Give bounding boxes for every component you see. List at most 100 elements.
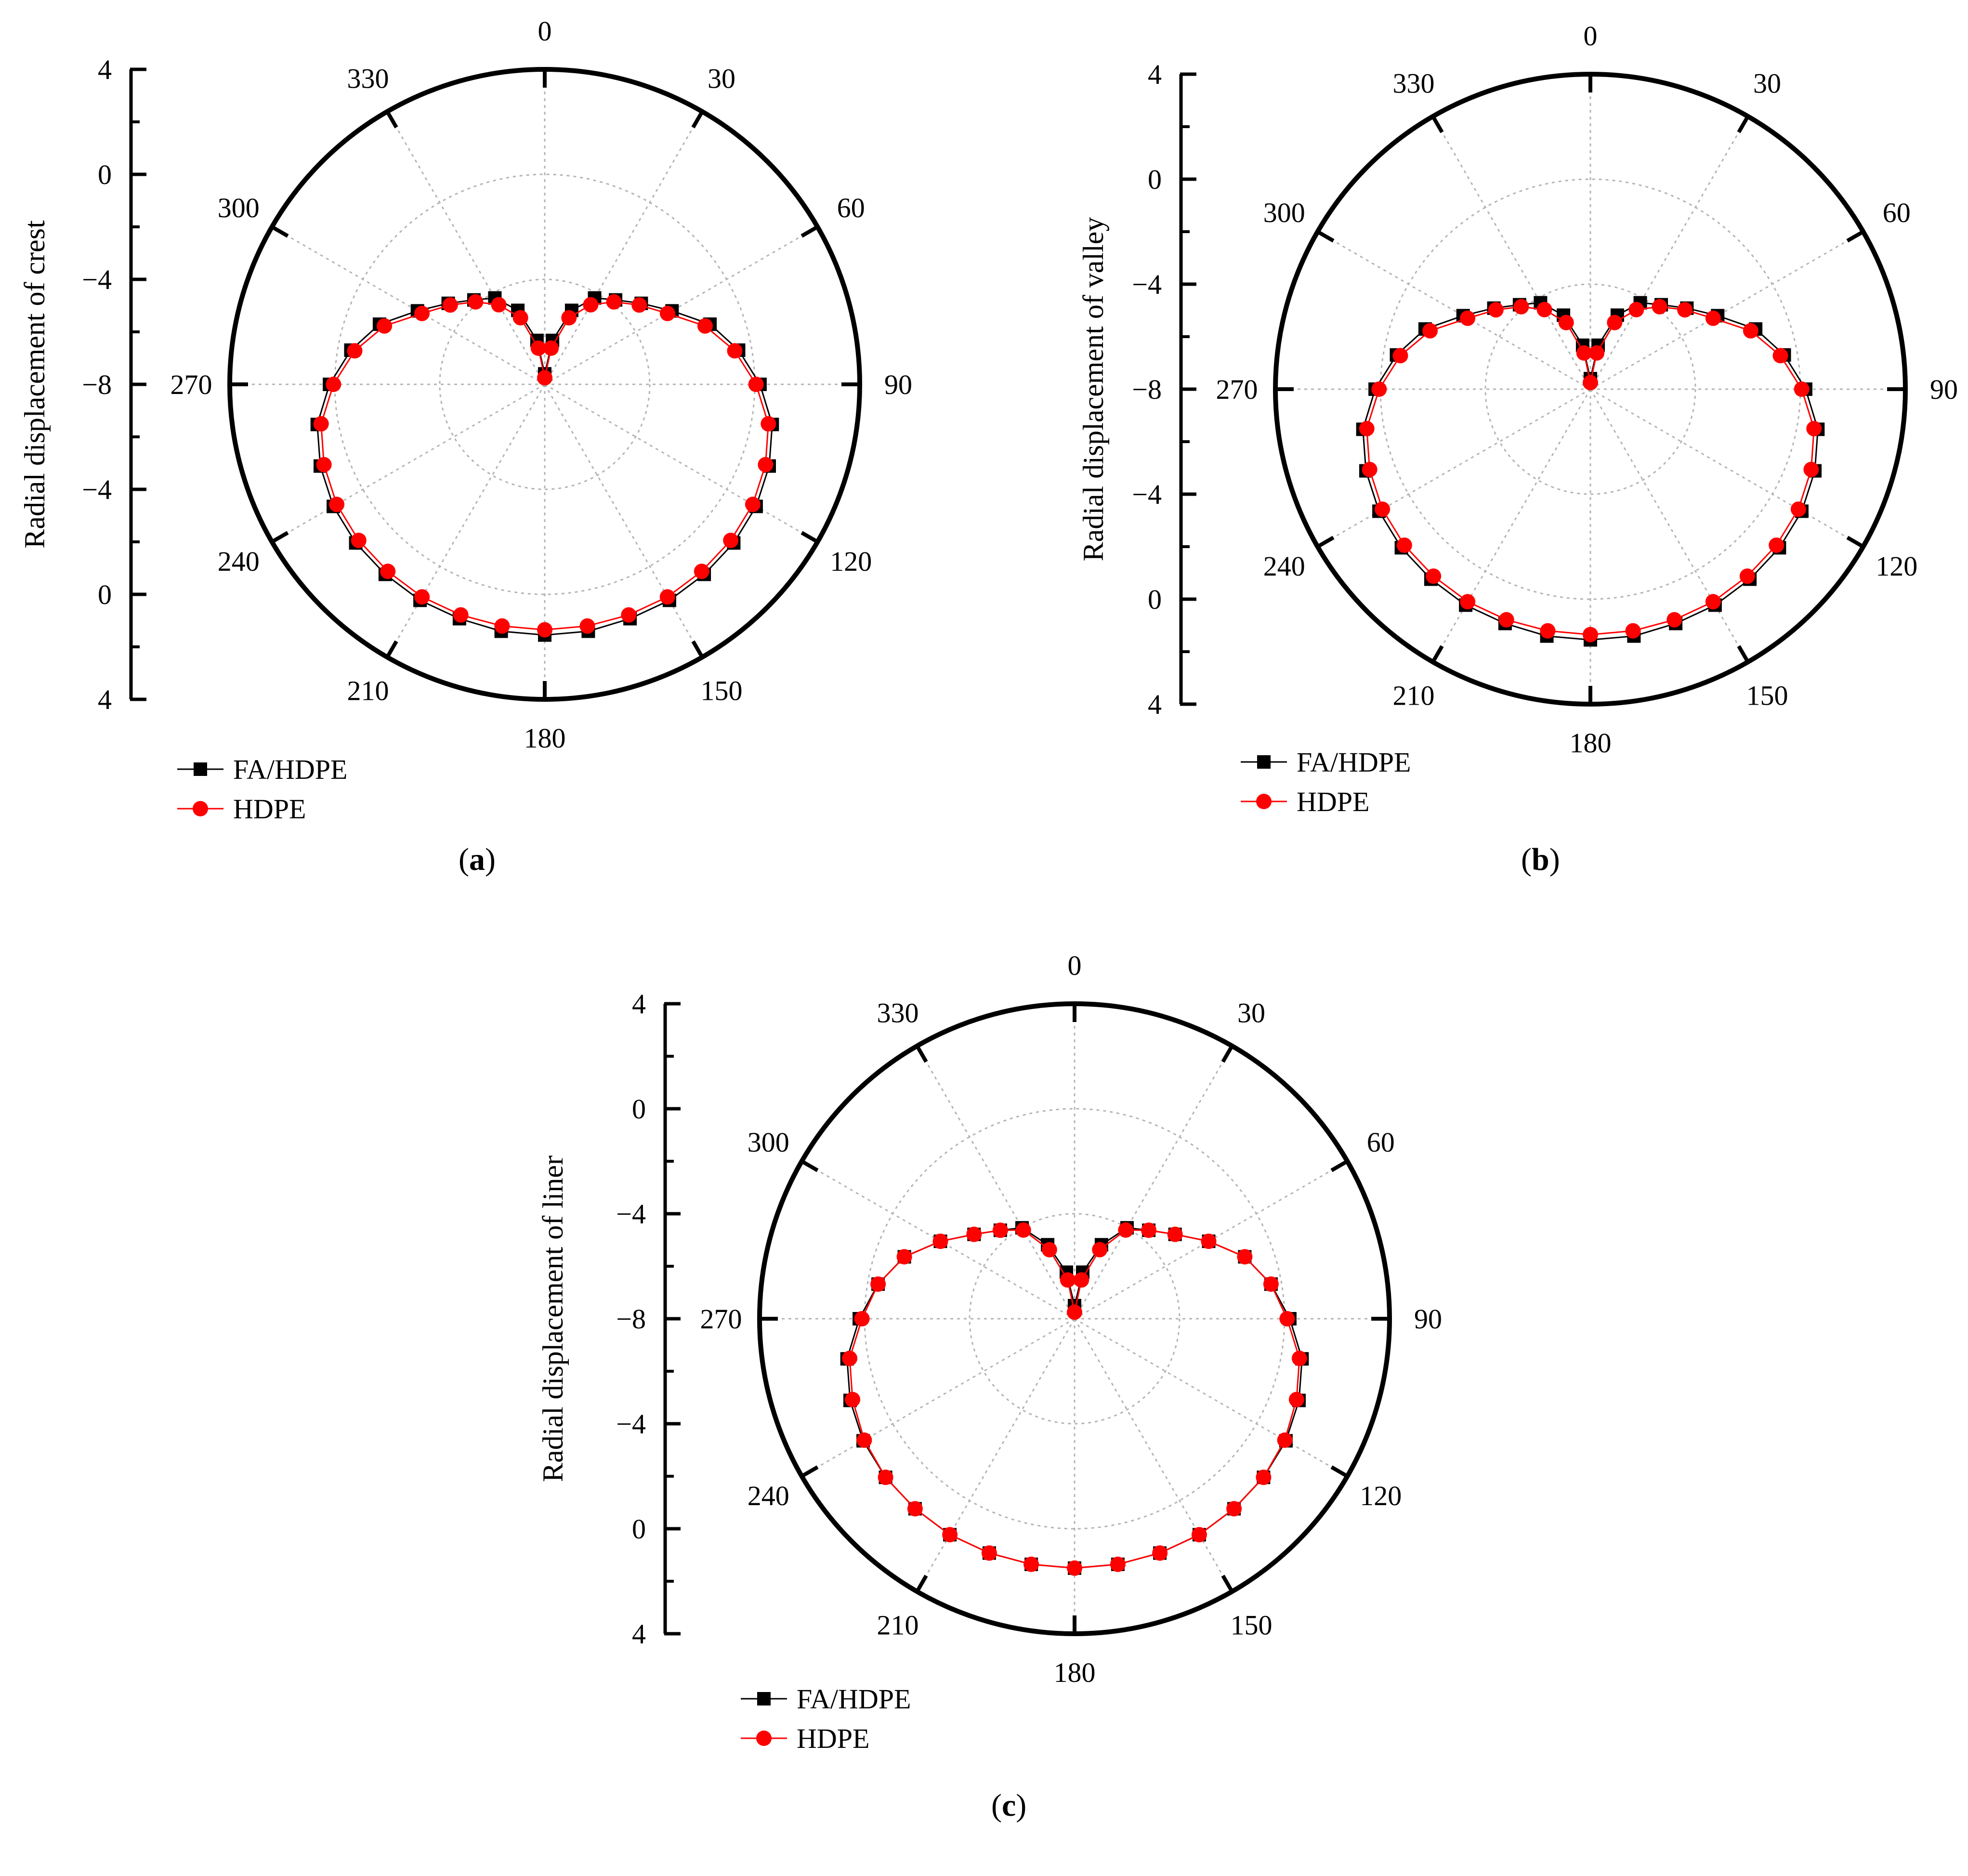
data-point-hdpe [1422,323,1438,339]
data-point-hdpe [377,318,393,334]
data-point-hdpe [1041,1242,1057,1258]
data-point-hdpe [896,1249,912,1265]
data-point-hdpe [1359,420,1375,436]
data-point-hdpe [313,416,329,432]
data-point-hdpe [1291,1351,1307,1366]
radial-tick-label: −8 [616,1303,646,1335]
legend-label: HDPE [233,793,306,825]
legend-label: HDPE [1297,786,1369,817]
angle-tick [1737,645,1750,663]
data-point-hdpe [316,457,332,472]
data-point-hdpe [694,564,709,579]
radial-axis-title: Radial displacement of liner [537,1155,569,1482]
angle-tick-label: 90 [1930,374,1958,405]
angle-tick [800,1159,819,1172]
data-point-hdpe [543,340,559,356]
panel-a: 0 30 60 90 120 150 180 210 240 270 300 330 4 0 −4 −8 −4 0… [19,15,912,877]
grid-spoke [544,383,818,543]
legend-marker-square [194,762,207,776]
data-point-hdpe [1226,1501,1242,1517]
data-point-hdpe [1256,1469,1272,1485]
data-point-hdpe [727,343,743,359]
angle-tick [1316,230,1335,243]
data-point-hdpe [530,340,546,356]
angle-tick [271,531,289,544]
data-point-hdpe [1015,1222,1031,1238]
caption-close: ) [485,842,496,877]
data-point-hdpe [659,589,675,605]
angle-tick-label: 150 [701,675,743,707]
data-point-hdpe [1576,345,1592,361]
legend-marker-circle [756,1731,772,1746]
legend-marker-circle [193,801,208,816]
panel-caption: (a) [459,842,496,877]
angle-tick [1737,115,1750,133]
angle-tick [915,1045,928,1063]
data-point-hdpe [1769,538,1784,553]
data-point-hdpe [1739,568,1755,584]
legend-marker-square [1257,755,1271,769]
angle-tick-label: 0 [538,15,552,47]
data-point-hdpe [842,1351,858,1366]
radial-axis-title: Radial displacement of crest [19,220,51,549]
data-point-hdpe [1023,1556,1039,1572]
grid-circle [439,278,651,490]
data-point-hdpe [1371,381,1387,397]
caption-letter: c [1002,1788,1016,1823]
caption-letter: a [469,842,485,877]
angle-tick-label: 210 [877,1610,919,1641]
legend-label: FA/HDPE [233,754,347,785]
data-point-hdpe [537,622,552,638]
panel-caption: (b) [1521,842,1560,877]
data-point-hdpe [1583,375,1598,391]
legend-label: FA/HDPE [797,1683,911,1715]
grid-spoke [1074,1318,1348,1477]
radial-tick-label: −4 [616,1408,646,1440]
data-point-hdpe [1540,623,1556,639]
angle-tick [1846,230,1864,243]
data-point-hdpe [1705,594,1721,610]
data-point-hdpe [1074,1272,1089,1288]
data-point-hdpe [1558,315,1574,330]
angle-tick-label: 240 [748,1480,789,1511]
data-point-hdpe [329,497,345,512]
radial-tick-label: 0 [98,159,112,190]
data-point-hdpe [1167,1226,1183,1242]
radial-tick-label: −4 [82,264,112,295]
data-point-hdpe [631,297,647,313]
data-point-hdpe [1191,1527,1207,1543]
legend-marker-circle [1256,794,1272,809]
data-point-hdpe [1583,627,1598,643]
data-point-hdpe [856,1432,872,1448]
radial-axis: 4 0 −4 −8 −4 0 4 Radial displacement of crest [19,54,146,715]
angle-tick [1330,1159,1349,1172]
data-point-hdpe [606,294,622,310]
data-point-hdpe [1803,461,1819,477]
data-point-hdpe [1279,1311,1295,1326]
data-point-hdpe [579,618,595,634]
series-group [310,291,779,642]
data-point-hdpe [1396,538,1412,553]
grid-spoke [544,384,703,658]
angle-tick-label: 0 [1584,20,1598,52]
radial-axis: 4 0 −4 −8 −4 0 4 Radial displacement of liner [537,988,681,1650]
data-point-hdpe [1092,1242,1108,1258]
angle-tick-label: 180 [1570,727,1612,759]
data-point-hdpe [1666,612,1682,628]
panel-b: 0 30 60 90 120 150 180 210 240 270 300 330 4 0 −4 −8 −4 0… [1077,20,1958,877]
angle-tick-labels: 0 30 60 90 120 150 180 210 240 270 300 330 [171,15,913,754]
radial-tick-label: −4 [1132,269,1162,300]
angle-tick [1221,1574,1234,1593]
angle-tick-label: 90 [884,369,912,400]
data-point-hdpe [748,377,764,392]
grid-circle [1484,283,1696,495]
data-point-hdpe [1067,1304,1082,1320]
grid-circle [969,1213,1181,1425]
angle-tick-label: 330 [877,997,919,1028]
data-point-hdpe [1277,1432,1293,1448]
radial-tick-label: 4 [98,684,112,715]
angle-tick [1221,1045,1234,1063]
data-point-hdpe [1607,315,1623,330]
data-point-hdpe [414,589,430,605]
data-point-hdpe [1513,299,1529,315]
